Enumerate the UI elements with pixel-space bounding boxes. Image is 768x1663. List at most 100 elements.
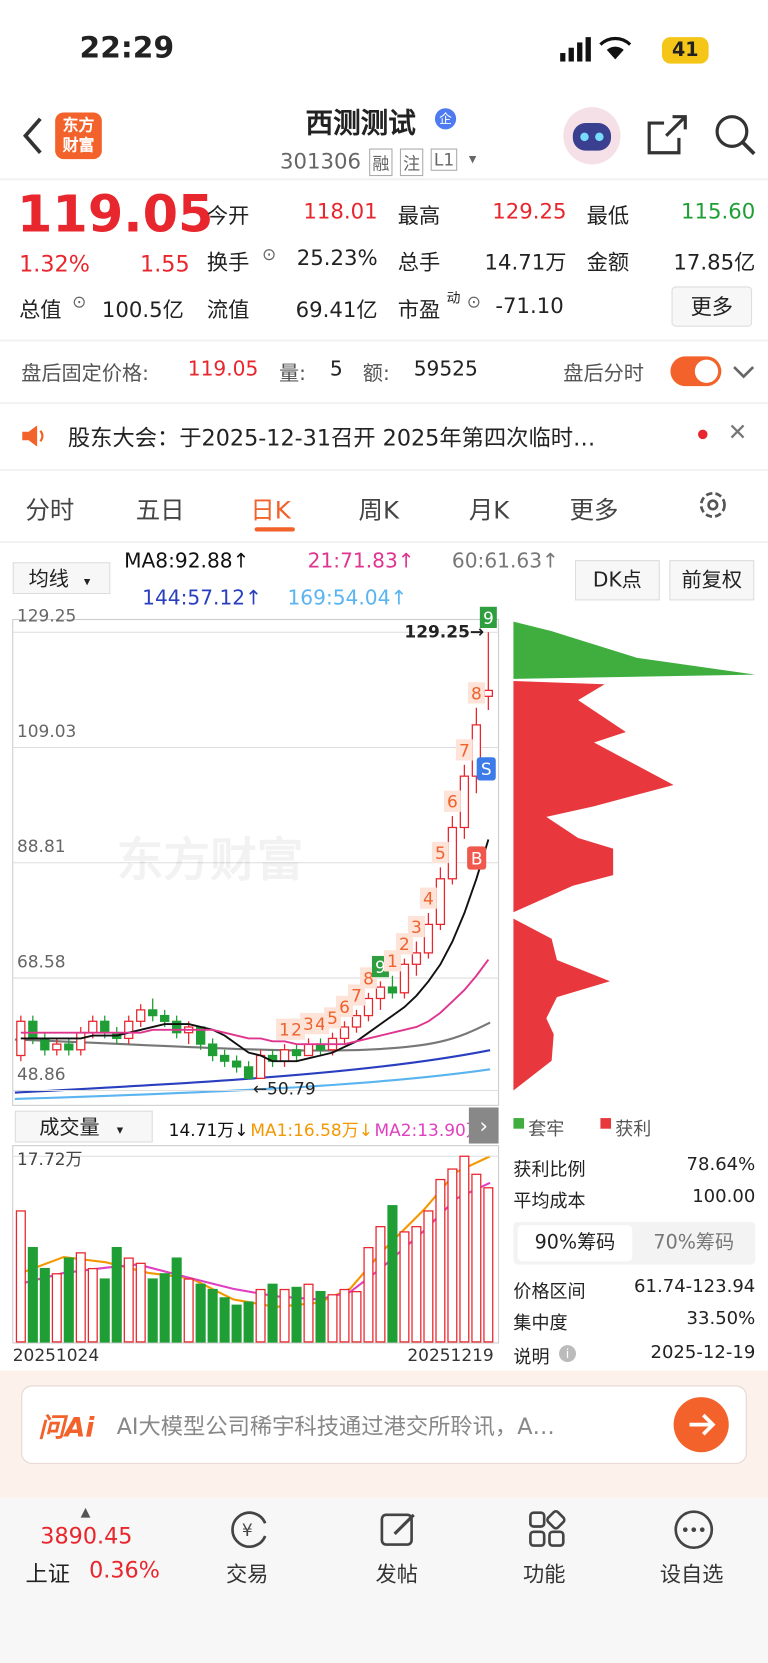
candle-body <box>483 689 494 697</box>
ma-selector[interactable]: 均线 ▾ <box>12 562 111 595</box>
nav-icon[interactable] <box>526 1508 568 1550</box>
tab-active[interactable]: 日K <box>250 497 291 526</box>
info-icon[interactable]: i <box>559 1345 577 1363</box>
signal-label: 4 <box>315 1015 326 1035</box>
y-tick-label: 88.81 <box>17 837 66 857</box>
chip-value: 2025-12-19 <box>650 1341 756 1364</box>
search-button[interactable] <box>713 112 758 157</box>
volume-bar <box>315 1290 326 1343</box>
ai-submit[interactable] <box>673 1396 730 1453</box>
adjust-button[interactable]: 前复权 <box>669 560 755 601</box>
divider <box>0 339 768 342</box>
ah-amount: 59525 <box>413 357 478 381</box>
stat-value: 25.23% <box>296 245 378 271</box>
more-button[interactable]: 更多 <box>671 286 753 327</box>
candle-body <box>64 1043 74 1051</box>
divider <box>0 402 768 405</box>
high-label: 129.25→ <box>404 623 484 643</box>
ai-bar[interactable] <box>21 1385 747 1464</box>
y-tick-label: 68.58 <box>17 952 66 972</box>
nav-label[interactable]: 功能 <box>522 1561 566 1587</box>
candle-body <box>459 775 470 829</box>
volume-bar <box>375 1226 386 1343</box>
ah-label: 量: <box>278 361 306 386</box>
nav-icon[interactable] <box>378 1508 420 1550</box>
bottom-nav <box>0 1497 768 1663</box>
candle-body <box>172 1020 182 1034</box>
share-button[interactable] <box>645 112 690 157</box>
signal-label: 4 <box>423 890 434 910</box>
stat-label: 今开 <box>206 202 250 229</box>
info-icon[interactable]: ⊙ <box>466 291 481 312</box>
volume-bar <box>135 1262 146 1343</box>
ah-price: 119.05 <box>187 357 259 381</box>
signal-label: 5 <box>327 1009 338 1029</box>
nav-label[interactable]: 设自选 <box>659 1561 724 1587</box>
divider <box>0 541 768 544</box>
index-change[interactable]: 0.36% <box>89 1557 160 1583</box>
volume-bar <box>207 1288 218 1343</box>
tab[interactable]: 月K <box>468 497 510 526</box>
candle-body <box>291 1049 302 1057</box>
info-icon[interactable]: ⊙ <box>262 243 277 265</box>
candle-body <box>303 1043 314 1057</box>
tab[interactable]: 更多 <box>569 497 619 526</box>
volume-bar <box>387 1205 398 1343</box>
volume-bar <box>171 1257 182 1343</box>
nav-label[interactable]: 交易 <box>225 1561 269 1587</box>
ah-switch-label: 盘后分时 <box>563 361 644 386</box>
nav-label[interactable]: 发帖 <box>375 1561 418 1587</box>
stock-code: 301306 <box>280 148 362 174</box>
close-button[interactable]: ✕ <box>727 420 748 447</box>
back-button[interactable] <box>17 115 49 157</box>
settings-button[interactable] <box>696 488 730 522</box>
vol-legend: 14.71万↓ <box>168 1120 249 1141</box>
tab[interactable]: 分时 <box>25 497 75 526</box>
volume-bar <box>363 1246 374 1343</box>
candle-body <box>28 1020 38 1040</box>
chip-label: 价格区间 <box>513 1281 586 1303</box>
nav-icon[interactable] <box>673 1508 715 1550</box>
volume-bar <box>435 1178 446 1343</box>
tab[interactable]: 五日 <box>135 497 185 526</box>
candle-body <box>88 1020 98 1034</box>
ah-label: 额: <box>362 361 390 386</box>
volume-frame <box>12 1145 500 1344</box>
volume-bar <box>399 1231 410 1343</box>
volume-bar <box>327 1294 338 1343</box>
badge: 企 <box>434 108 457 130</box>
signal-label: 9 <box>375 958 386 978</box>
index-name[interactable]: 上证 <box>25 1561 71 1587</box>
chip-tab[interactable]: 70%筹码 <box>653 1231 735 1254</box>
y-tick-label: 17.72万 <box>17 1150 83 1170</box>
dk-button[interactable]: DK点 <box>574 560 660 601</box>
dropdown-caret[interactable]: ▾ <box>468 150 477 168</box>
info-icon[interactable]: ⊙ <box>72 291 87 312</box>
indicator-selector[interactable]: 成交量 ▾ <box>14 1110 153 1143</box>
stat-value: 17.85亿 <box>673 249 756 275</box>
stock-name: 西测测试 <box>305 108 416 141</box>
assistant-avatar[interactable] <box>560 104 624 168</box>
volume-bar <box>219 1297 230 1343</box>
volume-bar <box>483 1187 494 1343</box>
nav-icon[interactable]: ¥ <box>229 1508 271 1550</box>
notice-text[interactable]: 股东大会：于2025-12-31召开 2025年第四次临时… <box>67 425 596 451</box>
volume-bar <box>51 1273 62 1343</box>
candle-body <box>399 963 410 994</box>
stat-label: 总值 <box>19 297 62 323</box>
chip-tab-active[interactable]: 90%筹码 <box>517 1225 633 1262</box>
chip-value: 78.64% <box>686 1154 756 1176</box>
volume-bar <box>75 1252 86 1343</box>
y-tick-label: 129.25 <box>17 607 76 627</box>
y-tick-label: 109.03 <box>17 722 76 742</box>
expand-button[interactable]: › <box>468 1107 499 1144</box>
tab[interactable]: 周K <box>358 497 399 526</box>
index-value[interactable]: 3890.45 <box>40 1523 133 1549</box>
ah-toggle[interactable] <box>670 354 759 388</box>
divider <box>0 178 768 181</box>
candle-body <box>124 1020 134 1040</box>
legend-swatch <box>513 1118 525 1129</box>
